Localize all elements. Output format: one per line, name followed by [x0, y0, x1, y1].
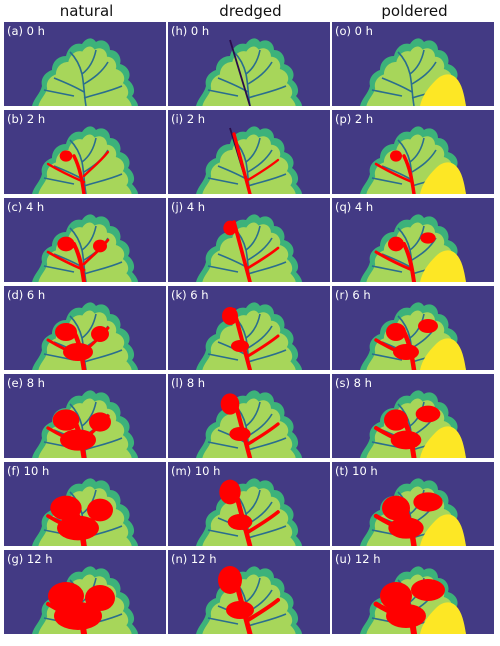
panel-natural-6: (g) 12 h	[4, 550, 166, 634]
map-image	[168, 550, 330, 634]
column-title-natural: natural	[59, 2, 114, 20]
panel-label: (g) 12 h	[7, 552, 53, 566]
panel-label: (r) 6 h	[335, 288, 371, 302]
panel-poldered-0: (o) 0 h	[332, 22, 494, 106]
panel-label: (j) 4 h	[171, 200, 206, 214]
map-image	[332, 198, 494, 282]
panel-label: (a) 0 h	[7, 24, 45, 38]
panel-label: (c) 4 h	[7, 200, 45, 214]
panel-poldered-6: (u) 12 h	[332, 550, 494, 634]
panel-poldered-1: (p) 2 h	[332, 110, 494, 194]
panel-label: (p) 2 h	[335, 112, 374, 126]
panel-label: (e) 8 h	[7, 376, 45, 390]
panel-poldered-3: (r) 6 h	[332, 286, 494, 370]
panel-label: (b) 2 h	[7, 112, 46, 126]
panel-natural-0: (a) 0 h	[4, 22, 166, 106]
map-image	[332, 550, 494, 634]
panel-poldered-5: (t) 10 h	[332, 462, 494, 546]
panel-label: (n) 12 h	[171, 552, 217, 566]
map-image	[332, 110, 494, 194]
map-image	[168, 198, 330, 282]
panel-label: (f) 10 h	[7, 464, 50, 478]
panel-natural-3: (d) 6 h	[4, 286, 166, 370]
panel-label: (i) 2 h	[171, 112, 206, 126]
map-image	[4, 550, 166, 634]
panel-natural-1: (b) 2 h	[4, 110, 166, 194]
panel-dredged-3: (k) 6 h	[168, 286, 330, 370]
panel-label: (m) 10 h	[171, 464, 221, 478]
panel-label: (l) 8 h	[171, 376, 206, 390]
panel-poldered-2: (q) 4 h	[332, 198, 494, 282]
map-image	[4, 286, 166, 370]
panel-label: (u) 12 h	[335, 552, 381, 566]
map-image	[168, 286, 330, 370]
map-image	[168, 110, 330, 194]
panel-label: (t) 10 h	[335, 464, 378, 478]
panel-natural-4: (e) 8 h	[4, 374, 166, 458]
panel-label: (o) 0 h	[335, 24, 373, 38]
panel-label: (s) 8 h	[335, 376, 372, 390]
map-image	[332, 22, 494, 106]
panel-label: (d) 6 h	[7, 288, 46, 302]
panel-label: (h) 0 h	[171, 24, 210, 38]
panel-dredged-2: (j) 4 h	[168, 198, 330, 282]
map-image	[332, 374, 494, 458]
map-image	[168, 22, 330, 106]
map-image	[4, 374, 166, 458]
panel-poldered-4: (s) 8 h	[332, 374, 494, 458]
panel-dredged-1: (i) 2 h	[168, 110, 330, 194]
column-title-dredged: dredged	[219, 2, 282, 20]
map-image	[332, 286, 494, 370]
panel-label: (q) 4 h	[335, 200, 374, 214]
panel-dredged-6: (n) 12 h	[168, 550, 330, 634]
map-image	[4, 110, 166, 194]
map-image	[4, 462, 166, 546]
panel-dredged-4: (l) 8 h	[168, 374, 330, 458]
panel-label: (k) 6 h	[171, 288, 209, 302]
column-title-poldered: poldered	[381, 2, 448, 20]
map-image	[4, 22, 166, 106]
map-image	[168, 462, 330, 546]
panel-natural-2: (c) 4 h	[4, 198, 166, 282]
panel-natural-5: (f) 10 h	[4, 462, 166, 546]
panel-dredged-5: (m) 10 h	[168, 462, 330, 546]
map-image	[4, 198, 166, 282]
map-image	[168, 374, 330, 458]
map-image	[332, 462, 494, 546]
panel-dredged-0: (h) 0 h	[168, 22, 330, 106]
